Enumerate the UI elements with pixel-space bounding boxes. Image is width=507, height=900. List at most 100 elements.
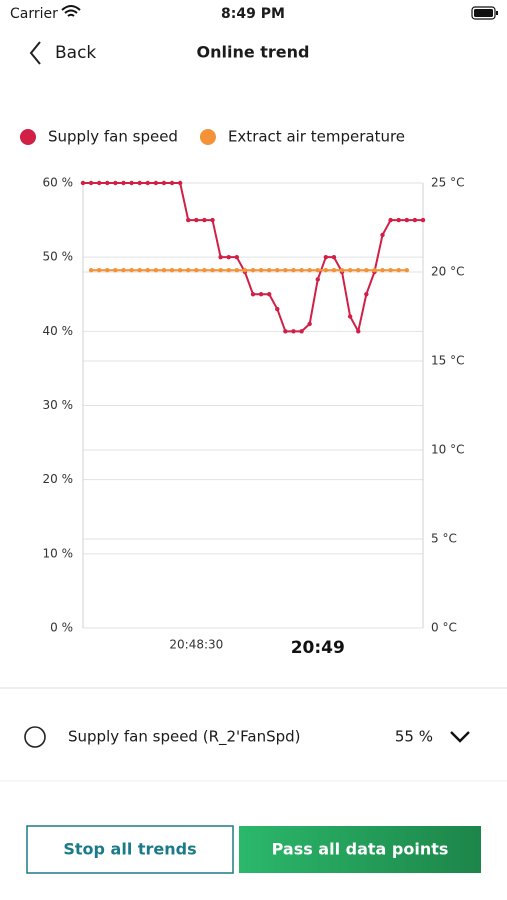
data-point [283, 329, 288, 334]
data-point [80, 180, 86, 186]
data-point [105, 268, 110, 273]
stop-button[interactable] [26, 825, 234, 874]
data-point [234, 254, 240, 260]
data-point [88, 180, 94, 186]
data-point [315, 277, 320, 282]
legend-label: Supply fan speed [48, 128, 178, 146]
data-point [153, 268, 159, 273]
x-tick-label: 20:49 [291, 638, 345, 658]
stop-button-label[interactable]: Stop all trends [63, 840, 196, 859]
data-point [388, 268, 393, 273]
data-point [145, 268, 150, 273]
data-point [202, 268, 207, 273]
legend-marker [20, 129, 36, 145]
data-point [291, 268, 296, 273]
pass-button-label[interactable]: Pass all data points [272, 840, 449, 859]
y2-tick-label: 15 °C [431, 354, 464, 368]
carrier: Carrier [10, 6, 58, 22]
battery-tip [496, 11, 498, 15]
data-point [412, 217, 418, 223]
data-point [331, 268, 337, 273]
data-point [153, 180, 159, 186]
data-point [210, 268, 215, 273]
data-point [291, 329, 296, 334]
x-tick-label: 20:48:30 [169, 638, 223, 652]
data-point [339, 268, 345, 273]
data-point [380, 232, 385, 238]
data-point [275, 306, 280, 312]
data-point [372, 268, 377, 273]
data-point [226, 268, 231, 273]
data-point [356, 268, 361, 273]
data-point [250, 292, 256, 297]
data-point [404, 217, 410, 223]
data-point [420, 217, 426, 223]
y-tick-label: 60 % [43, 176, 74, 190]
y2-tick-label: 5 °C [431, 532, 457, 546]
data-point [380, 268, 385, 273]
data-point [234, 268, 240, 273]
data-point [202, 217, 207, 223]
data-point [177, 180, 183, 186]
data-point [347, 268, 353, 273]
data-point [299, 329, 304, 334]
data-point-value: 55 % [395, 728, 433, 746]
y2-tick-label: 0 °C [431, 621, 457, 635]
data-point [307, 321, 312, 327]
data-point [315, 268, 320, 273]
y-tick-label: 10 % [43, 546, 74, 560]
data-point [96, 268, 102, 273]
data-point [210, 217, 215, 223]
data-point [226, 254, 231, 260]
radio-button[interactable] [24, 726, 46, 748]
y2-tick-label: 20 °C [431, 265, 464, 279]
data-point [177, 268, 183, 273]
y2-tick-label: 25 °C [431, 176, 464, 190]
data-point [121, 268, 126, 273]
data-point [347, 314, 353, 319]
data-point [396, 268, 401, 273]
back-label[interactable]: Back [55, 43, 96, 63]
data-point [323, 254, 329, 260]
data-point [169, 268, 175, 273]
data-point [129, 268, 134, 273]
data-point [113, 268, 118, 273]
data-point [129, 180, 134, 186]
data-point [161, 180, 167, 186]
data-point [169, 180, 175, 186]
y-tick-label: 20 % [43, 472, 74, 486]
data-point [218, 254, 223, 260]
battery-icon [471, 6, 496, 20]
legend-marker [199, 129, 216, 145]
y2-tick-label: 10 °C [431, 443, 464, 457]
data-point [242, 268, 248, 273]
data-point [113, 180, 118, 186]
wifi-icon [61, 5, 81, 17]
data-point [331, 254, 337, 260]
y-tick-label: 50 % [43, 250, 74, 264]
data-point [218, 268, 223, 273]
data-point [364, 268, 369, 273]
page-title: Online trend [196, 43, 309, 62]
back-button[interactable]: Back [29, 41, 96, 65]
data-point [137, 268, 142, 273]
y-tick-label: 0 % [50, 621, 73, 635]
data-point [275, 268, 280, 273]
data-point [194, 217, 199, 223]
y-tick-label: 30 % [43, 398, 74, 412]
data-point [88, 268, 94, 273]
data-point [283, 268, 288, 273]
data-point [186, 268, 191, 273]
data-point [137, 180, 142, 186]
plot: 0 % 10 % 20 % 30 % 40 % 50 % 60 % 0 °C 5 °C 10 °C… [43, 176, 465, 659]
data-point [299, 268, 304, 273]
back-chevron[interactable] [29, 41, 41, 65]
data-point [323, 268, 329, 273]
data-point [161, 268, 167, 273]
expand-chevron[interactable] [450, 731, 470, 743]
data-point [194, 268, 199, 273]
pass-button[interactable] [239, 826, 481, 873]
data-point [121, 180, 126, 186]
legend: Supply fan speed Extract air temperature [20, 128, 405, 146]
